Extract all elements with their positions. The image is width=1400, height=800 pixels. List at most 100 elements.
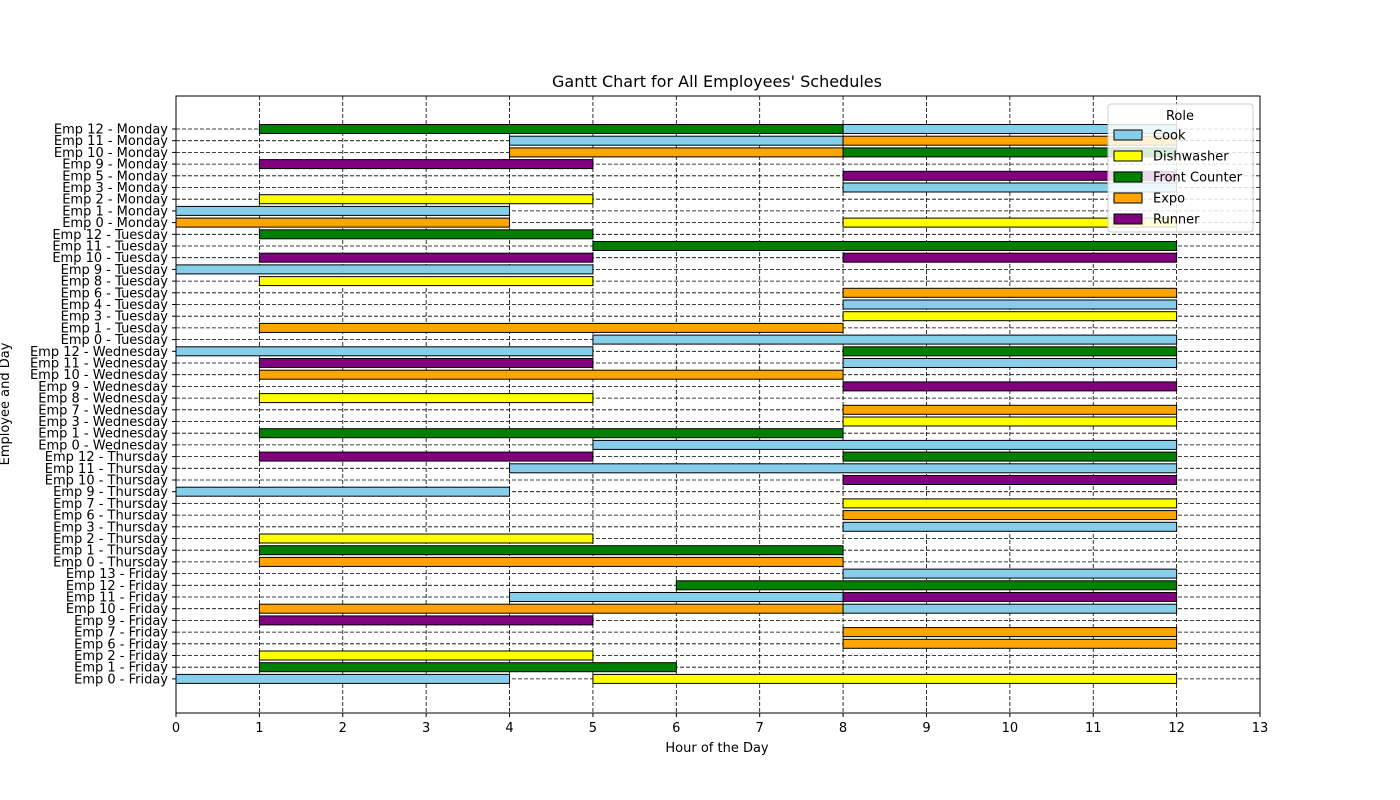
y-tick-label: Emp 0 - Monday [62, 216, 168, 231]
bar-expo [258, 322, 844, 333]
y-tick-label: Emp 7 - Friday [74, 626, 168, 641]
bar-cook [175, 346, 594, 357]
y-tick-label: Emp 3 - Monday [62, 181, 168, 196]
bar-front-counter [258, 229, 594, 240]
y-tick-label: Emp 2 - Friday [74, 649, 168, 664]
y-tick-label: Emp 10 - Tuesday [52, 251, 168, 266]
bar-expo [175, 217, 511, 228]
bar-dishwasher [842, 416, 1178, 427]
bar-expo [258, 603, 844, 614]
y-tick-label: Emp 12 - Thursday [45, 450, 169, 465]
x-tick-label: 12 [1168, 721, 1185, 736]
x-tick-label: 1 [255, 721, 263, 736]
x-tick-label: 8 [839, 721, 847, 736]
bar-runner [842, 381, 1178, 392]
y-tick-label: Emp 9 - Thursday [53, 485, 168, 500]
y-tick-label: Emp 11 - Friday [66, 591, 168, 606]
bar-runner [842, 252, 1178, 263]
bar-cook [842, 358, 1178, 368]
x-tick-label: 7 [756, 721, 764, 736]
bar-expo [258, 556, 844, 567]
bar-front-counter [842, 346, 1178, 357]
y-axis-label: Employee and Day [0, 342, 13, 465]
bar-expo [842, 287, 1178, 298]
x-tick-labels: 0 1 2 3 4 5 6 7 8 9 10 11 12 13 [172, 713, 1268, 736]
bar-front-counter [258, 428, 844, 439]
y-tick-label: Emp 9 - Tuesday [61, 263, 169, 278]
bar-cook [842, 299, 1178, 310]
legend-swatch-cook [1113, 129, 1143, 141]
legend-title: Role [1166, 109, 1194, 124]
y-tick-label: Emp 0 - Thursday [53, 555, 168, 570]
bar-front-counter [258, 545, 844, 556]
bar-cook [175, 264, 594, 275]
y-tick-label: Emp 10 - Friday [66, 602, 168, 617]
bar-runner [258, 252, 594, 263]
y-tick-label: Emp 8 - Wednesday [38, 392, 168, 407]
bar-runner [842, 475, 1178, 485]
bar-cook [509, 463, 1178, 474]
y-tick-label: Emp 10 - Monday [54, 146, 168, 161]
y-tick-label: Emp 4 - Tuesday [61, 298, 169, 313]
bar-runner [258, 451, 594, 462]
bar-dishwasher [258, 194, 594, 205]
x-tick-label: 13 [1252, 721, 1269, 736]
bar-cook [842, 521, 1178, 532]
x-tick-label: 9 [922, 721, 930, 736]
bar-runner [258, 358, 594, 368]
y-tick-label: Emp 0 - Wednesday [38, 438, 168, 453]
plot-frame [175, 95, 1261, 714]
y-tick-label: Emp 3 - Thursday [53, 520, 168, 535]
y-tick-label: Emp 2 - Monday [62, 193, 168, 208]
x-tick-label: 11 [1085, 721, 1102, 736]
bar-expo [842, 638, 1178, 649]
bar-cook [175, 486, 511, 497]
legend-swatch-runner [1113, 213, 1143, 225]
legend-swatch-dishwasher [1113, 150, 1143, 162]
bar-runner [258, 159, 594, 170]
chart-title: Gantt Chart for All Employees' Schedules [552, 72, 882, 91]
y-tick-label: Emp 0 - Friday [74, 672, 168, 687]
bar-front-counter [592, 241, 1178, 251]
bar-expo [258, 369, 844, 380]
legend-label-runner: Runner [1153, 213, 1200, 228]
x-tick-label: 6 [672, 721, 680, 736]
bar-cook [592, 439, 1178, 450]
bar-dishwasher [842, 311, 1178, 322]
y-tick-label: Emp 12 - Wednesday [30, 345, 168, 360]
y-tick-label: Emp 6 - Friday [74, 637, 168, 652]
y-tick-label: Emp 13 - Friday [66, 567, 168, 582]
bar-dishwasher [258, 393, 594, 404]
bar-dishwasher [258, 276, 594, 287]
bar-front-counter [258, 662, 677, 673]
y-tick-label: Emp 11 - Wednesday [30, 357, 168, 372]
y-tick-label: Emp 12 - Friday [66, 579, 168, 594]
x-tick-label: 3 [422, 721, 430, 736]
y-tick-label: Emp 0 - Tuesday [61, 333, 169, 348]
x-tick-label: 0 [172, 721, 180, 736]
bar-expo [842, 627, 1178, 638]
bar-cook [842, 568, 1178, 579]
y-tick-label: Emp 1 - Friday [74, 661, 168, 676]
y-tick-label: Emp 10 - Thursday [45, 474, 169, 489]
legend: Role Cook Dishwasher Front Counter Expo Runn… [1107, 103, 1254, 233]
y-tick-label: Emp 11 - Monday [54, 134, 168, 149]
bar-dishwasher [592, 673, 1178, 684]
bar-expo [842, 510, 1178, 521]
legend-label-front-counter: Front Counter [1153, 171, 1243, 186]
bar-front-counter [842, 451, 1178, 462]
y-tick-label: Emp 9 - Monday [62, 158, 168, 173]
y-tick-label: Emp 8 - Tuesday [61, 275, 169, 290]
y-tick-label: Emp 7 - Thursday [53, 497, 168, 512]
legend-box [1107, 103, 1254, 233]
bar-expo [842, 404, 1178, 415]
bar-dishwasher [258, 650, 594, 661]
y-tick-label: Emp 6 - Thursday [53, 509, 168, 524]
y-tick-label: Emp 1 - Tuesday [61, 321, 169, 336]
y-tick-label: Emp 9 - Friday [74, 614, 168, 629]
legend-swatch-expo [1113, 192, 1143, 204]
bar-cook [509, 135, 844, 146]
y-tick-label: Emp 11 - Tuesday [52, 240, 168, 255]
y-tick-label: Emp 2 - Thursday [53, 532, 168, 547]
